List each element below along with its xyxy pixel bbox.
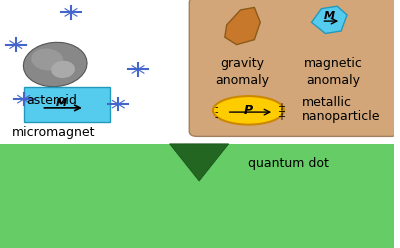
Text: quantum dot: quantum dot xyxy=(248,157,329,170)
Ellipse shape xyxy=(213,96,284,124)
Ellipse shape xyxy=(31,49,63,70)
Text: M: M xyxy=(324,11,335,21)
Bar xyxy=(24,87,110,122)
Polygon shape xyxy=(170,144,229,181)
Text: -: - xyxy=(214,102,218,112)
Text: P: P xyxy=(244,104,253,117)
Ellipse shape xyxy=(23,42,87,87)
Text: micromagnet: micromagnet xyxy=(12,126,95,139)
Text: nanoparticle: nanoparticle xyxy=(302,110,380,123)
Text: magnetic: magnetic xyxy=(304,57,363,70)
Text: metallic: metallic xyxy=(302,96,352,109)
Text: M: M xyxy=(56,98,67,108)
Bar xyxy=(0,144,394,248)
Ellipse shape xyxy=(51,61,75,78)
Text: anomaly: anomaly xyxy=(216,74,270,87)
Text: asteroid: asteroid xyxy=(26,94,77,107)
Text: +: + xyxy=(277,102,285,112)
Text: +: + xyxy=(277,107,285,117)
Text: -: - xyxy=(214,112,218,122)
Text: +: + xyxy=(277,112,285,122)
Text: anomaly: anomaly xyxy=(306,74,360,87)
Text: -: - xyxy=(214,107,218,117)
Polygon shape xyxy=(312,6,347,33)
Text: gravity: gravity xyxy=(220,57,264,70)
FancyBboxPatch shape xyxy=(189,0,398,136)
Polygon shape xyxy=(225,7,260,45)
